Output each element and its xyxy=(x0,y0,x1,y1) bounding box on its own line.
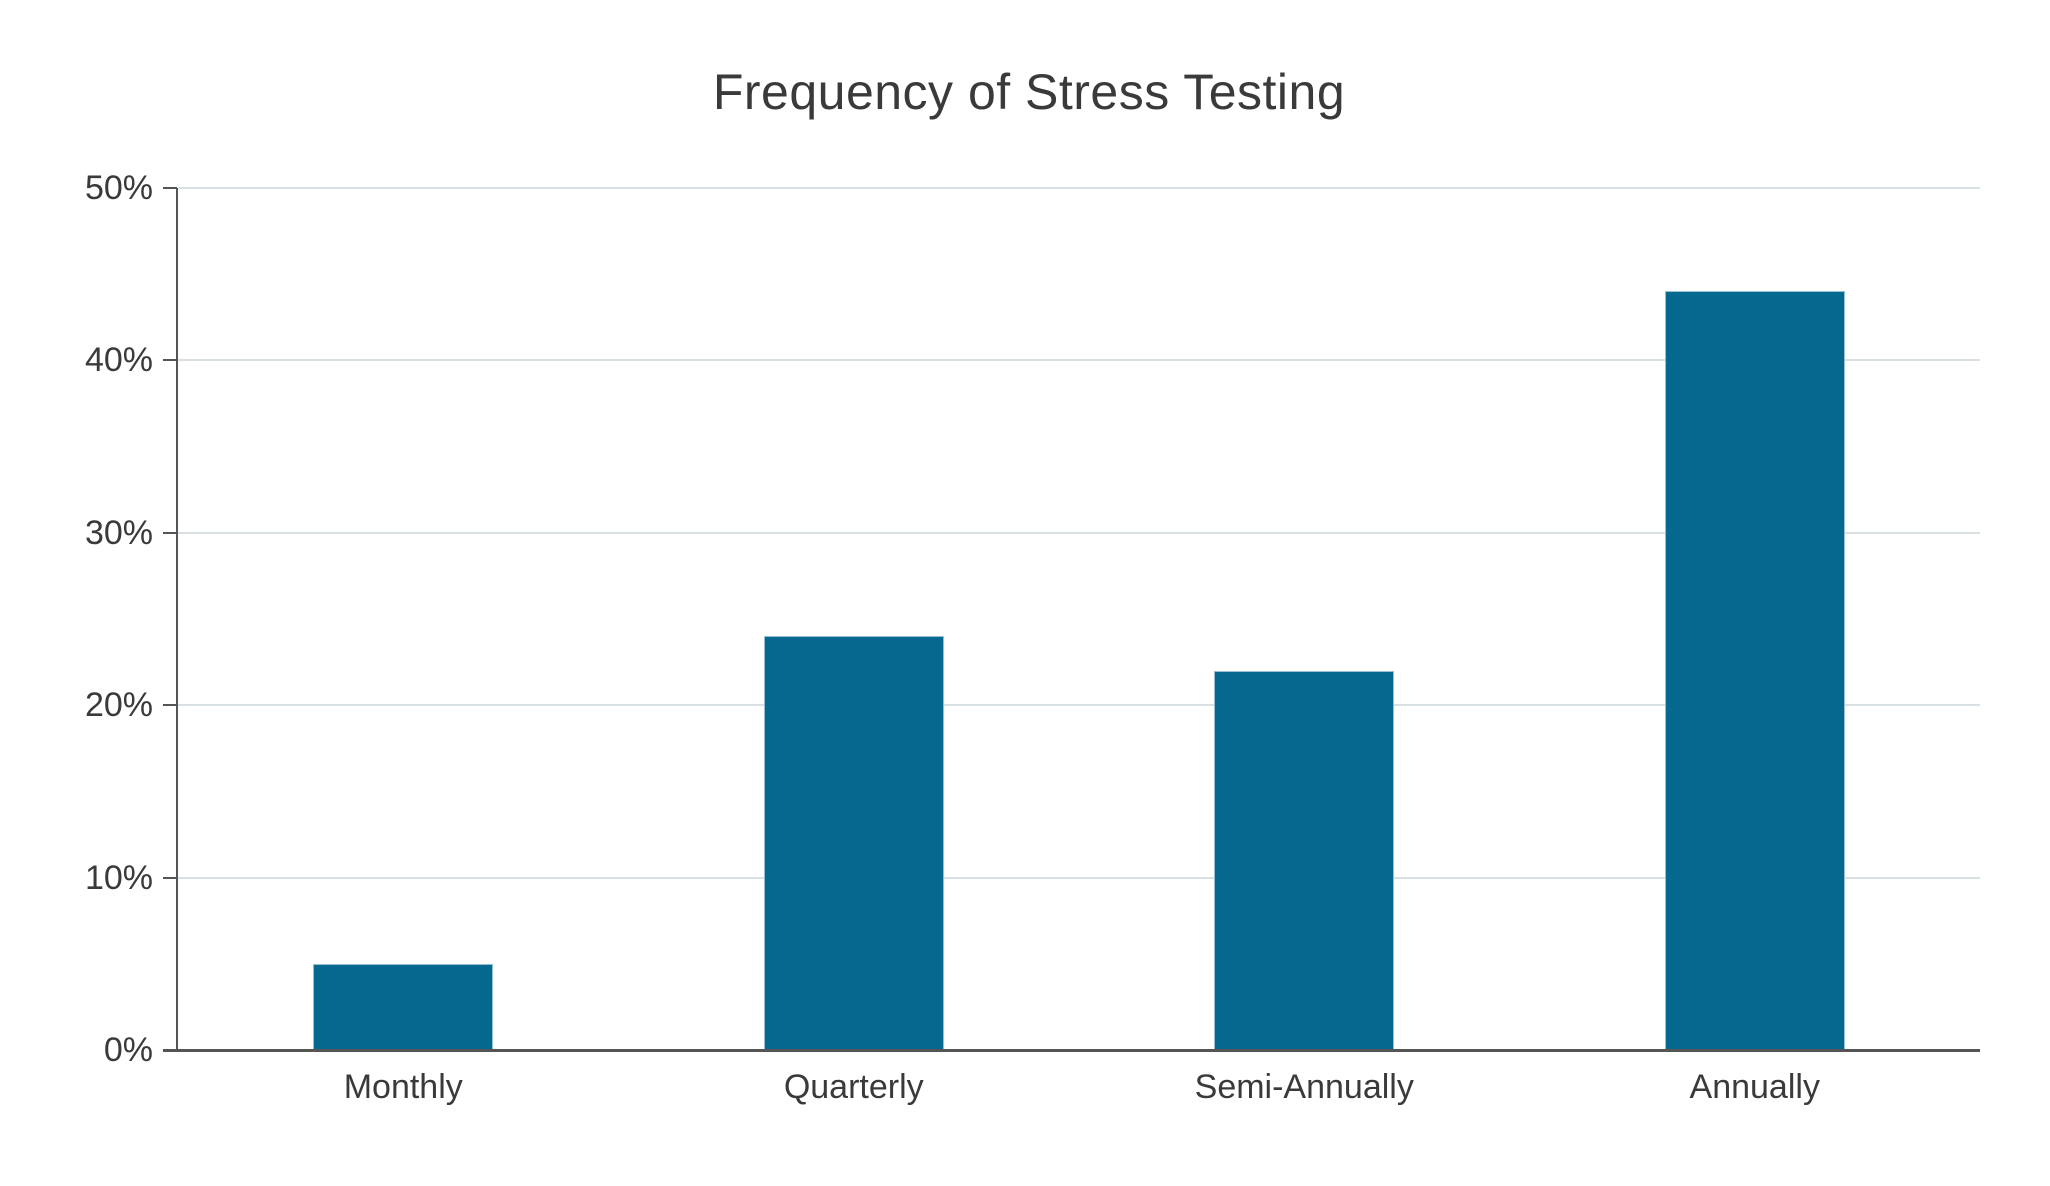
gridline-40 xyxy=(178,359,1980,362)
gridline-50 xyxy=(178,187,1980,189)
y-tick-mark-20 xyxy=(163,704,177,707)
bar-quarterly xyxy=(763,636,944,1050)
y-tick-mark-30 xyxy=(163,531,177,534)
gridline-10 xyxy=(178,876,1980,879)
y-tick-mark-10 xyxy=(163,876,177,879)
gridline-30 xyxy=(178,531,1980,534)
y-tick-mark-0 xyxy=(163,1049,177,1051)
y-tick-mark-50 xyxy=(163,187,177,189)
y-tick-label-50: 50% xyxy=(84,169,153,207)
chart-title: Frequency of Stress Testing xyxy=(712,64,1346,120)
y-tick-label-30: 30% xyxy=(84,513,153,552)
y-tick-label-10: 10% xyxy=(84,858,153,897)
y-tick-label-0: 0% xyxy=(103,1031,153,1069)
y-tick-mark-40 xyxy=(163,359,177,362)
y-axis-line xyxy=(176,188,178,1050)
x-label-annually: Annually xyxy=(1689,1068,1820,1106)
x-label-quarterly: Quarterly xyxy=(783,1068,924,1106)
bar-monthly xyxy=(313,963,494,1050)
x-label-semi-annually: Semi-Annually xyxy=(1194,1068,1414,1106)
plot-area xyxy=(163,187,1980,1052)
bar-annually xyxy=(1664,291,1845,1050)
y-tick-label-20: 20% xyxy=(84,686,153,725)
y-tick-label-40: 40% xyxy=(84,341,153,380)
x-axis-line xyxy=(163,1049,1980,1052)
x-label-monthly: Monthly xyxy=(343,1068,463,1106)
gridline-20 xyxy=(178,704,1980,707)
bar-semi-annually xyxy=(1214,670,1395,1050)
